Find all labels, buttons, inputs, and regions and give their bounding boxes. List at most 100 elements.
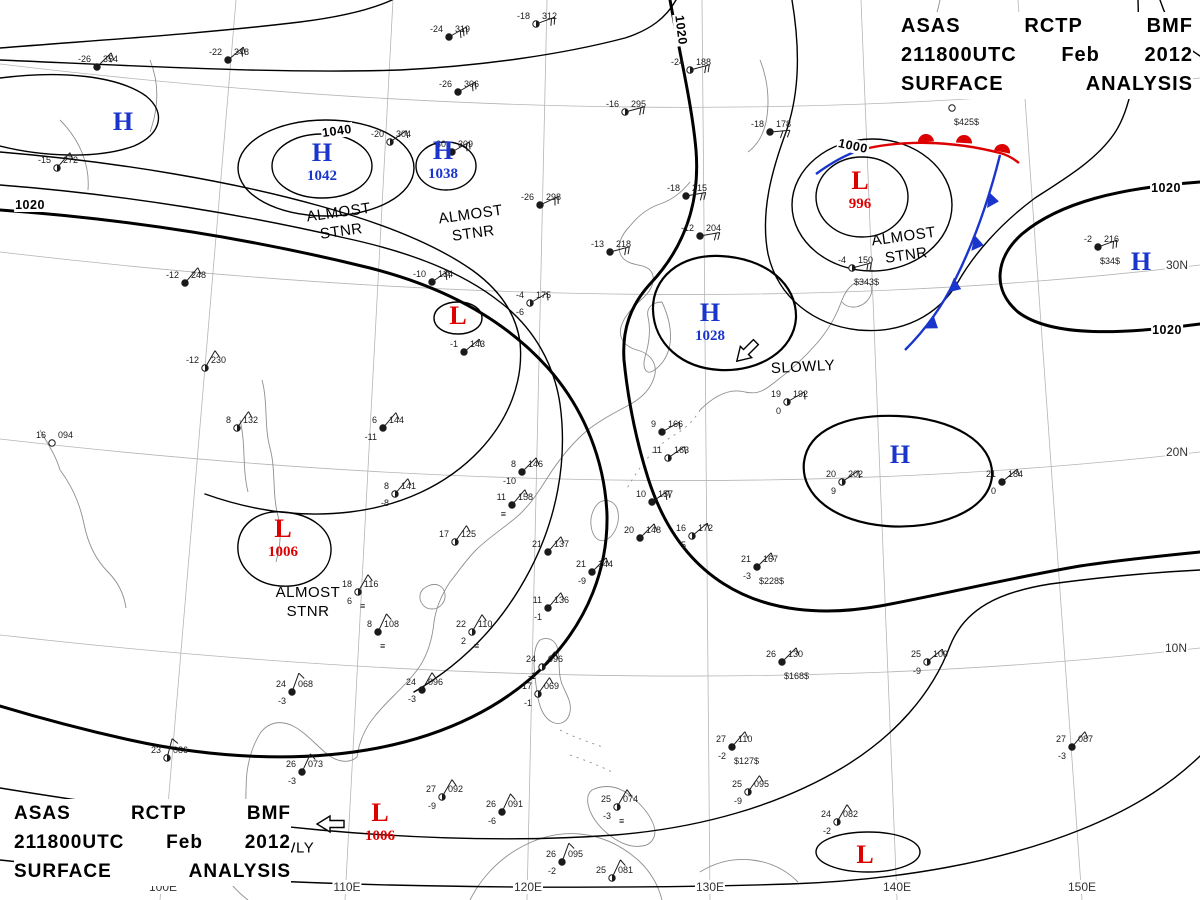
station-text: -4	[516, 290, 524, 300]
station-plot: -15 272	[38, 152, 78, 172]
pressure-center-h: H 1038	[428, 138, 458, 182]
coastline	[419, 583, 446, 610]
wind-barb-tick	[653, 523, 658, 532]
station-text: 10	[636, 489, 646, 499]
station-text: 11	[533, 595, 542, 605]
wind-barb-shaft	[773, 129, 790, 133]
pressure-center-l: L 1006	[365, 800, 395, 844]
wind-barb-tick	[642, 106, 645, 115]
wind-barb-shaft	[423, 672, 433, 688]
grid-label: 140E	[881, 880, 913, 894]
wind-barb-tick	[462, 28, 465, 37]
station-circle	[460, 348, 468, 356]
station-text: 16	[676, 523, 686, 533]
wind-barb-shaft	[303, 753, 311, 770]
title-word: Feb	[1061, 44, 1100, 66]
station-text: 11	[653, 445, 662, 455]
station-plot: 8 108 ≡	[367, 613, 399, 651]
station-plot: 16 172 5	[676, 522, 713, 550]
wind-barb-tick	[298, 672, 305, 679]
station-circle	[696, 232, 704, 240]
graticule-line	[344, 0, 394, 900]
station-circle	[181, 279, 189, 287]
station-text: -3	[1058, 751, 1066, 761]
coastline	[533, 638, 571, 724]
station-plot: 27 092 -9	[426, 779, 463, 811]
pressure-center-h: H	[113, 109, 133, 135]
wind-barb-shaft	[454, 141, 470, 151]
cold-front-marker	[987, 192, 999, 208]
pressure-center-l: L	[856, 842, 873, 868]
station-plot: -12 204	[681, 223, 721, 241]
station-text: 136	[554, 595, 569, 605]
motion-label-line: SLOWLY	[770, 356, 836, 378]
wind-barb-tick	[110, 52, 115, 61]
station-text: -26	[521, 192, 534, 202]
station-circle	[682, 192, 690, 200]
grid-label: 10N	[1163, 641, 1189, 655]
station-circle-half	[842, 478, 846, 486]
station-text: 21	[741, 554, 751, 564]
coastline	[239, 419, 249, 493]
wind-barb-shaft	[613, 246, 630, 252]
wind-barb-shaft	[99, 52, 112, 65]
wind-barb-tick	[510, 793, 516, 800]
station-text: 26	[766, 649, 776, 659]
title-word: ANALYSIS	[1085, 73, 1193, 95]
station-circle	[606, 248, 614, 256]
station-plot: 20 202 9	[826, 469, 863, 496]
station-plot: -26 298	[521, 192, 561, 209]
station-circle	[558, 858, 566, 866]
station-plot: -1 143	[450, 338, 485, 356]
wind-barb-shaft	[451, 26, 467, 36]
station-text: 166	[668, 419, 683, 429]
station-text: 130	[788, 649, 803, 659]
station-plot: -13 218	[591, 239, 631, 256]
station-circle	[658, 428, 666, 436]
isobar	[815, 156, 909, 238]
station-plot: 24 082 -2	[821, 804, 858, 836]
isobar	[0, 151, 522, 515]
station-text: 218	[616, 239, 631, 249]
wind-barb-shaft	[524, 457, 537, 470]
wind-barb-tick	[431, 672, 437, 680]
station-text: -24	[671, 57, 684, 67]
station-text: -6	[516, 307, 524, 317]
station-plot: -12 248	[166, 267, 206, 287]
station-text: 188	[696, 57, 711, 67]
station-circle-half	[852, 264, 856, 272]
station-text: 27	[1056, 734, 1066, 744]
wind-barb-tick	[459, 30, 462, 39]
pressure-value: 1038	[428, 166, 458, 182]
station-text: 25	[911, 649, 921, 659]
coastline	[699, 280, 873, 411]
wind-barb-tick	[386, 613, 392, 620]
wind-barb-tick	[524, 489, 529, 497]
isobar	[0, 208, 609, 759]
title-word: 2012	[244, 831, 291, 853]
station-circle	[298, 768, 306, 776]
wind-barb-tick	[1084, 731, 1089, 739]
title-word: ANALYSIS	[188, 860, 291, 882]
station-text: 216	[1104, 234, 1119, 244]
wind-barb-shaft	[549, 592, 562, 606]
station-plot: 26 095 -2	[546, 842, 583, 876]
title-line: 211800UTC Feb 2012	[901, 41, 1193, 70]
station-plot: -18 215	[667, 183, 707, 201]
station-text: 20	[826, 469, 836, 479]
wind-barb-tick	[171, 738, 179, 744]
motion-label: SLOWLY	[770, 356, 835, 378]
wind-barb-shaft	[1073, 731, 1086, 745]
station-circle	[224, 56, 232, 64]
isobar	[764, 0, 1139, 332]
pressure-center-h: H 1042	[307, 140, 337, 184]
station-circle-half	[390, 138, 394, 146]
station-text: -26	[78, 54, 91, 64]
station-text: 158	[518, 492, 533, 502]
station-text: 092	[448, 784, 463, 794]
station-circle	[588, 568, 596, 576]
station-circle	[728, 743, 736, 751]
wind-barb-tick	[568, 842, 575, 849]
station-text: 178	[776, 119, 791, 129]
